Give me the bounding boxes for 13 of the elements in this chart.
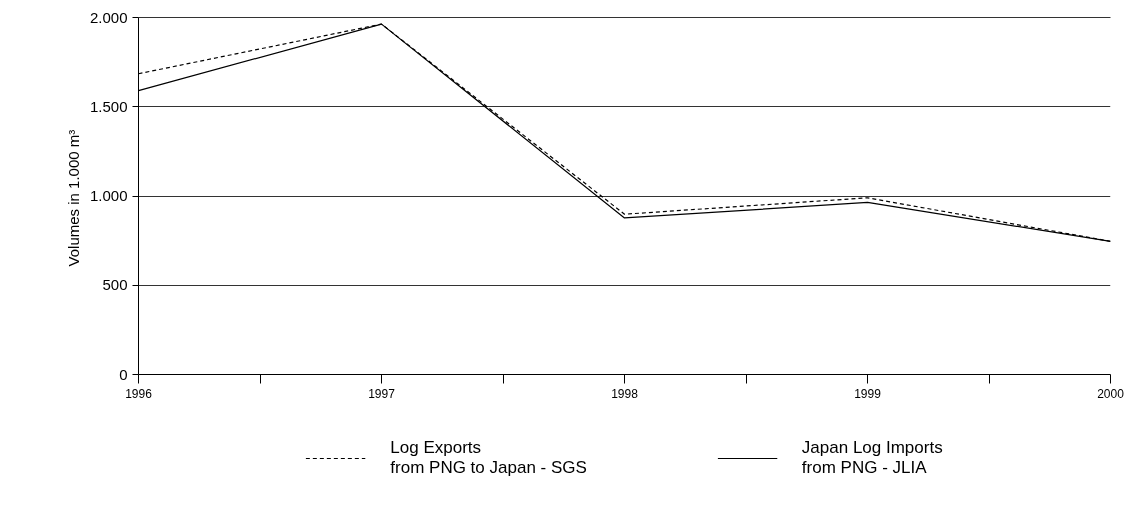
x-tick-label: 1997 <box>368 386 396 401</box>
y-tick-label: 2.000 <box>89 8 128 26</box>
x-tick-label: 2000 <box>1097 386 1125 401</box>
legend-label: Japan Log Imports from PNG - JLIA <box>801 438 943 478</box>
y-tick-label: 0 <box>119 365 128 383</box>
x-tick-label: 1998 <box>611 386 639 401</box>
y-tick-label: 1.500 <box>89 97 128 115</box>
y-tick-label: 1.000 <box>89 187 128 204</box>
legend-label: Log Exports from PNG to Japan - SGS <box>390 438 587 478</box>
x-tick-label: 1996 <box>125 386 153 401</box>
x-tick-label: 1999 <box>854 386 882 401</box>
y-axis-title: Volumes in 1.000 m³ <box>64 129 82 267</box>
y-tick-label: 500 <box>102 276 128 294</box>
